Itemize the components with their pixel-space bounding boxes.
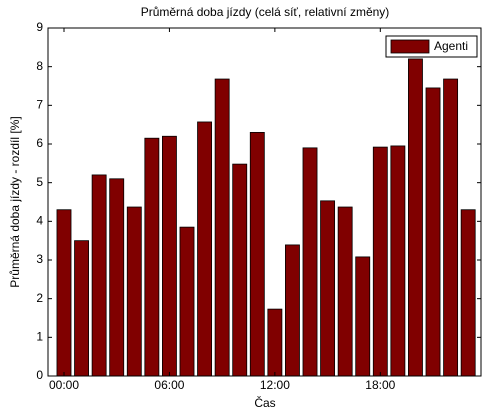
bar (214, 78, 230, 377)
bar (91, 174, 107, 377)
y-axis-label: Průměrná doba jízdy - rozdíl [%] (8, 116, 22, 287)
x-tick-label: 00:00 (49, 378, 79, 392)
y-tick-label: 4 (36, 214, 43, 228)
bar (408, 58, 423, 377)
bar (267, 308, 283, 377)
x-tick-label: 18:00 (365, 378, 395, 392)
bar (443, 78, 459, 377)
legend-swatch (390, 39, 430, 54)
bar (232, 163, 248, 377)
bar (144, 137, 160, 377)
y-tick-label: 5 (36, 175, 43, 189)
bar (355, 256, 371, 377)
x-axis-label: Čas (254, 395, 275, 410)
y-tick-label: 3 (36, 252, 43, 266)
bar (126, 206, 142, 377)
bar (285, 244, 300, 377)
x-tick-label: 06:00 (154, 378, 184, 392)
y-tick-label: 2 (36, 291, 43, 305)
y-tick-label: 7 (36, 98, 43, 112)
bar (302, 147, 318, 377)
y-tick-label: 6 (36, 136, 43, 150)
y-tick-label: 9 (36, 20, 43, 34)
bar (390, 145, 406, 377)
chart-title: Průměrná doba jízdy (celá síť, relativní… (141, 5, 390, 19)
bar (56, 209, 72, 377)
plot-frame (47, 27, 482, 377)
bar (337, 206, 353, 377)
y-tick-label: 8 (36, 59, 43, 73)
bar (460, 209, 476, 377)
bar (197, 121, 213, 377)
bar (109, 178, 125, 377)
bar (249, 131, 265, 377)
bar (179, 226, 195, 377)
bar (425, 87, 441, 377)
legend-label: Agenti (434, 39, 468, 53)
bar (372, 146, 388, 377)
bar (74, 240, 89, 377)
bar (162, 135, 177, 377)
bar (320, 200, 336, 377)
y-tick-label: 0 (36, 368, 43, 382)
y-tick-label: 1 (36, 330, 43, 344)
x-tick-label: 12:00 (260, 378, 290, 392)
